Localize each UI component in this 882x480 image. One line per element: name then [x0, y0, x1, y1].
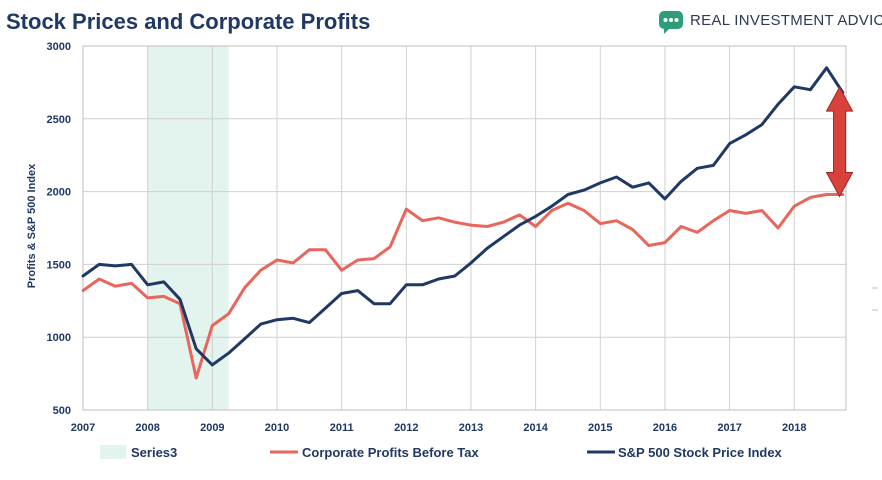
- logo-dot-2: [669, 18, 673, 22]
- x-tick-label: 2013: [459, 422, 483, 434]
- x-tick-label: 2015: [588, 422, 612, 434]
- plot-border: [82, 45, 847, 411]
- legend-item-profits: Corporate Profits Before Tax: [270, 445, 480, 460]
- chart-title: Stock Prices and Corporate Profits: [6, 9, 370, 34]
- brand-text: REAL INVESTMENT ADVICE: [690, 12, 882, 29]
- legend-swatch-shade: [100, 445, 126, 459]
- x-tick-label: 2010: [265, 422, 289, 434]
- legend-label: Corporate Profits Before Tax: [302, 445, 480, 460]
- y-tick-label: 1500: [47, 259, 71, 271]
- legend-label: S&P 500 Stock Price Index: [618, 445, 783, 460]
- logo-dot-3: [674, 18, 679, 22]
- x-tick-label: 2009: [200, 422, 224, 434]
- y-tick-label: 500: [53, 405, 71, 417]
- x-axis-ticks: 2007 2008 2009 2010 2011 2012 2013 2014 2015 2016…: [71, 422, 807, 434]
- brand-logo: REAL INVESTMENT ADVICE: [659, 11, 882, 34]
- x-tick-label: 2011: [330, 422, 354, 434]
- double-arrow-icon: [825, 86, 854, 198]
- legend-item-sp500: S&P 500 Stock Price Index: [587, 445, 783, 460]
- recession-shading: [147, 46, 229, 410]
- logo-dot-1: [663, 18, 668, 22]
- y-axis-ticks: 500 1000 1500 2000 2500 3000: [47, 41, 71, 417]
- x-tick-label: 2012: [394, 422, 418, 434]
- series-lines: [81, 66, 845, 380]
- x-tick-label: 2018: [782, 422, 806, 434]
- legend-label: Series3: [131, 445, 177, 460]
- y-tick-label: 3000: [47, 41, 71, 53]
- legend-item-series3: Series3: [100, 445, 177, 460]
- y-axis-label: Profits & S&P 500 Index: [26, 163, 38, 288]
- x-tick-label: 2014: [523, 422, 548, 434]
- x-tick-label: 2008: [135, 422, 159, 434]
- x-tick-label: 2007: [71, 422, 95, 434]
- shaded-region: [147, 46, 229, 410]
- legend: Series3 Corporate Profits Before Tax S&P…: [100, 445, 783, 460]
- x-tick-label: 2017: [717, 422, 741, 434]
- y-tick-label: 2000: [47, 187, 71, 199]
- x-tick-label: 2016: [653, 422, 677, 434]
- grid-lines: [82, 45, 846, 411]
- gap-annotation: [825, 86, 854, 198]
- y-tick-label: 1000: [47, 332, 71, 344]
- y-tick-label: 2500: [47, 114, 71, 126]
- chat-bubble-tail: [664, 28, 670, 34]
- profits-series-line: [81, 193, 845, 380]
- sp500-series-line: [81, 66, 845, 367]
